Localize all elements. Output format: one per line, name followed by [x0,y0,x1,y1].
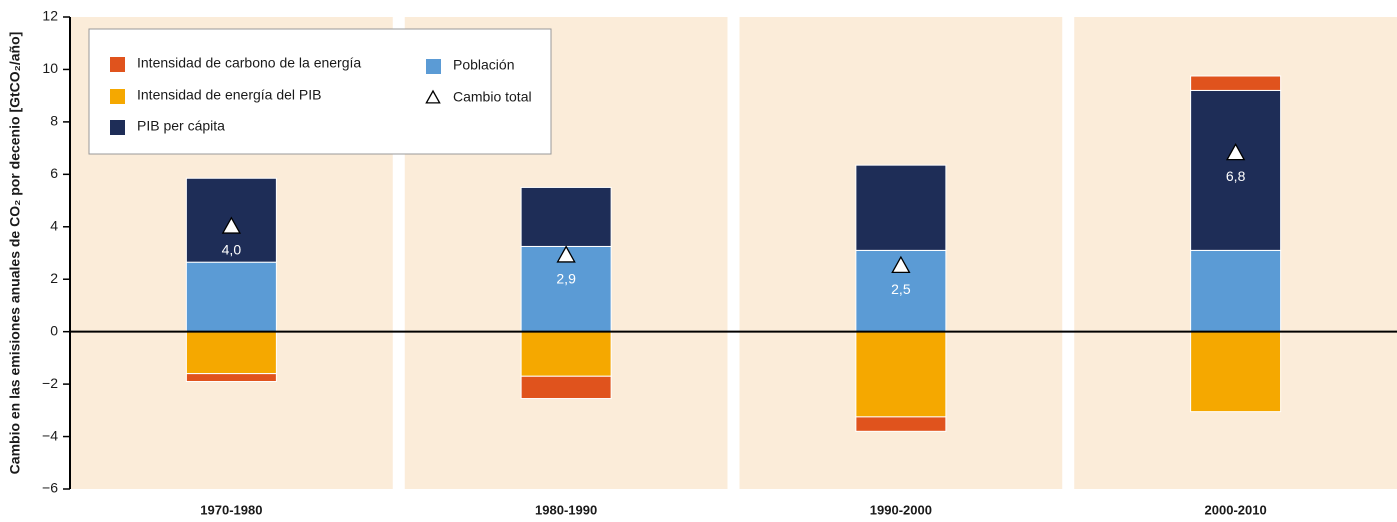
bar-segment [855,164,947,251]
bar-segment [855,416,947,432]
legend-marker [425,89,441,104]
y-tick-label: 2 [50,270,58,286]
y-tick-label: 8 [50,113,58,129]
legend-swatch [110,89,125,104]
x-tick-label: 1980-1990 [535,502,597,517]
bar-segment [185,261,277,333]
x-tick-label: 1970-1980 [200,502,262,517]
bar-segment [185,373,277,382]
legend-swatch [426,59,441,74]
y-tick-label: 0 [50,322,58,338]
x-tick-label: 2000-2010 [1205,502,1267,517]
bar-segment [185,331,277,375]
y-tick-label: 10 [42,60,58,76]
bar-segment [855,331,947,418]
legend-label: Intensidad de carbono de la energía [137,55,361,71]
total-label: 6,8 [1226,168,1246,184]
bar-segment [520,331,612,377]
y-tick-label: −4 [42,427,58,443]
total-marker [891,255,911,274]
legend-label: Cambio total [453,89,532,105]
bar-segment [1190,89,1282,251]
total-marker [1225,143,1246,161]
total-label: 4,0 [222,241,242,257]
y-tick-label: 4 [50,217,58,233]
legend-swatch [110,120,125,135]
bar-segment [1190,75,1282,91]
x-tick-label: 1990-2000 [870,502,932,517]
legend-label: PIB per cápita [137,118,225,134]
y-tick-label: −6 [42,480,58,496]
legend [88,28,552,155]
bar-segment [1190,249,1282,333]
y-axis-label: Cambio en las emisiones anuales de CO₂ p… [7,32,23,475]
legend-label: Intensidad de energía del PIB [137,87,321,103]
legend-swatch [110,57,125,72]
total-label: 2,5 [891,281,911,297]
y-tick-label: −2 [42,375,58,391]
total-marker [221,216,242,234]
total-label: 2,9 [556,270,576,286]
total-marker [556,245,576,263]
bar-segment [520,186,612,247]
legend-label: Población [453,57,515,73]
bar-segment [520,375,612,400]
bar-segment [1190,331,1282,413]
y-tick-label: 6 [50,165,58,181]
y-tick-label: 12 [42,8,58,24]
